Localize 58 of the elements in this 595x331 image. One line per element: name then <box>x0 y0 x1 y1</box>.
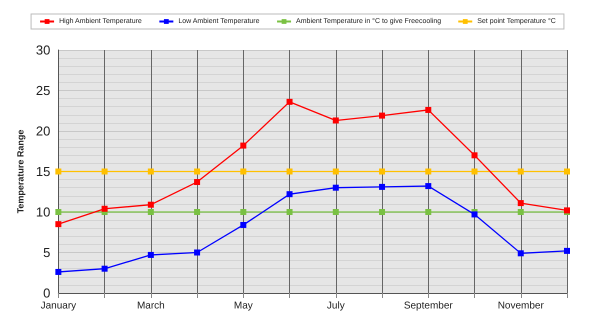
point <box>332 184 339 191</box>
point <box>518 250 524 256</box>
point <box>55 221 62 228</box>
y-tick-label: 25 <box>36 83 50 98</box>
point <box>379 209 386 215</box>
point <box>194 168 200 174</box>
point <box>286 191 293 198</box>
point <box>332 117 339 124</box>
point <box>55 268 62 275</box>
point <box>472 211 478 218</box>
x-tick-label: November <box>498 300 544 312</box>
point <box>148 202 154 208</box>
point <box>240 209 246 215</box>
point <box>564 168 570 174</box>
point <box>148 209 154 215</box>
x-tick-label: May <box>234 300 253 312</box>
point <box>102 266 108 272</box>
point <box>240 222 246 228</box>
y-tick-label: 15 <box>36 164 50 179</box>
point <box>102 206 108 212</box>
point <box>55 168 62 174</box>
point <box>379 168 386 174</box>
point <box>332 168 339 174</box>
point <box>425 168 432 174</box>
point <box>332 209 339 215</box>
x-tick-label: March <box>136 300 165 312</box>
y-tick-label: 5 <box>43 245 50 260</box>
point <box>518 200 524 206</box>
y-tick-label: 20 <box>36 124 50 138</box>
y-tick-label: 10 <box>36 204 50 220</box>
point <box>472 168 478 174</box>
point <box>379 184 386 190</box>
point <box>425 209 432 215</box>
point <box>55 209 62 215</box>
point <box>148 252 154 258</box>
point <box>379 112 386 119</box>
y-axis-title: Temperature Range <box>16 130 26 214</box>
point <box>286 98 293 105</box>
point <box>240 168 246 174</box>
point <box>148 168 154 174</box>
x-tick-label: September <box>404 300 454 312</box>
point <box>286 168 293 174</box>
point <box>472 152 478 158</box>
point <box>286 209 293 215</box>
point <box>194 179 200 186</box>
y-tick-label: 30 <box>36 42 50 58</box>
x-tick-label: July <box>326 300 345 312</box>
point <box>425 183 432 190</box>
y-tick-label: 0 <box>43 286 50 300</box>
point <box>425 106 432 113</box>
point <box>194 250 200 256</box>
point <box>518 168 524 174</box>
point <box>518 209 524 215</box>
x-tick-label: January <box>40 300 76 312</box>
point <box>240 142 246 149</box>
point <box>564 248 570 254</box>
point <box>194 209 200 215</box>
point <box>102 168 108 174</box>
